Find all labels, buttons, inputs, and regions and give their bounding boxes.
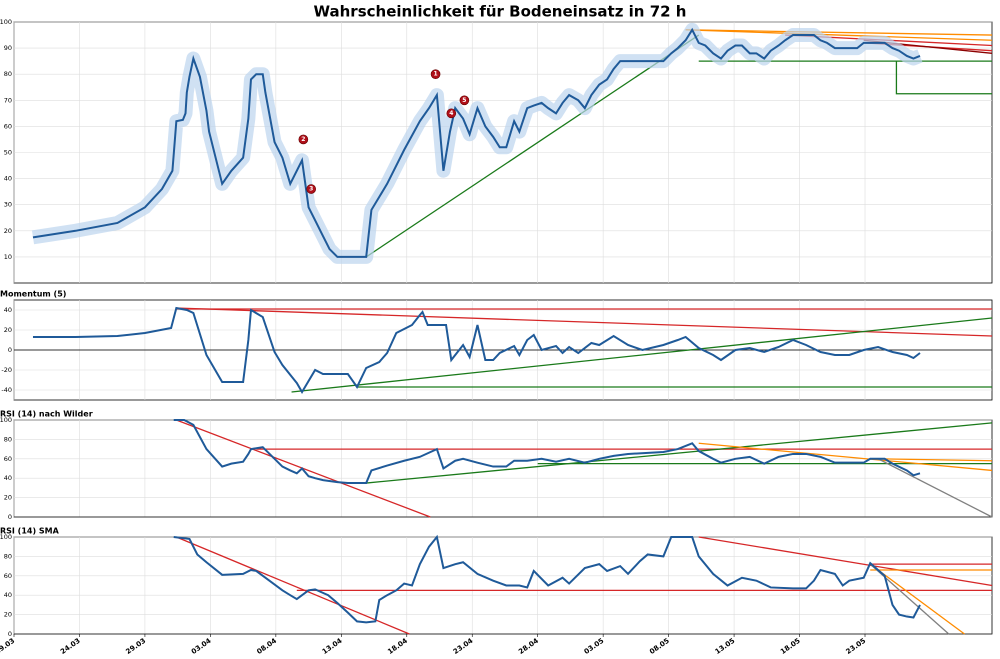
x-tick-label: 13.04 bbox=[321, 637, 344, 656]
plot-area bbox=[13, 419, 993, 518]
annotation-marker bbox=[306, 184, 316, 194]
y-tick-label: 80 bbox=[4, 70, 12, 78]
trend-line bbox=[176, 536, 410, 635]
y-tick-label: 0 bbox=[8, 513, 12, 521]
x-tick-label: 03.05 bbox=[583, 637, 606, 656]
y-tick-label: 40 bbox=[4, 175, 12, 183]
trend-line bbox=[698, 536, 993, 587]
y-tick-label: 100 bbox=[0, 416, 12, 424]
y-tick-label: 70 bbox=[4, 96, 12, 104]
y-tick-label: -40 bbox=[1, 386, 12, 394]
x-tick-label: 03.04 bbox=[190, 637, 213, 656]
data-line bbox=[32, 27, 921, 258]
y-tick-label: 20 bbox=[4, 227, 12, 235]
data-line bbox=[173, 419, 921, 485]
y-tick-label: 40 bbox=[4, 591, 12, 599]
trend-line bbox=[877, 458, 993, 518]
data-line bbox=[32, 306, 921, 394]
trend-line bbox=[366, 422, 993, 484]
data-line bbox=[173, 534, 921, 624]
y-tick-label: -20 bbox=[1, 366, 12, 374]
y-tick-label: 20 bbox=[4, 611, 12, 619]
trend-line bbox=[698, 442, 993, 472]
x-tick-label: 08.05 bbox=[648, 637, 671, 656]
y-tick-label: 10 bbox=[4, 253, 12, 261]
x-tick-label: 29.03 bbox=[124, 637, 147, 656]
trend-line bbox=[685, 29, 993, 36]
y-tick-label: 30 bbox=[4, 201, 12, 209]
y-tick-label: 20 bbox=[4, 326, 12, 334]
chart-title: Wahrscheinlichkeit für Bodeneinsatz in 7… bbox=[314, 3, 687, 21]
plot-area bbox=[13, 536, 993, 635]
y-tick-label: 50 bbox=[4, 149, 12, 157]
y-tick-label: 80 bbox=[4, 435, 12, 443]
trend-line bbox=[869, 563, 965, 635]
panel-title: RSI (14) nach Wilder bbox=[0, 410, 93, 419]
y-tick-label: 60 bbox=[4, 455, 12, 463]
y-tick-label: 100 bbox=[0, 18, 12, 26]
y-tick-label: 40 bbox=[4, 474, 12, 482]
x-tick-label: 13.05 bbox=[714, 637, 737, 656]
trend-line bbox=[878, 458, 993, 462]
x-tick-label: 18.05 bbox=[779, 637, 802, 656]
x-tick-label: 24.03 bbox=[59, 637, 82, 656]
annotation-marker bbox=[430, 69, 441, 79]
y-tick-label: 0 bbox=[8, 346, 12, 354]
y-tick-label: 90 bbox=[4, 44, 12, 52]
y-tick-label: 100 bbox=[0, 533, 12, 541]
annotation-label: 5 bbox=[462, 97, 466, 104]
annotation-marker bbox=[298, 134, 309, 145]
y-tick-label: 60 bbox=[4, 572, 12, 580]
y-tick-label: 80 bbox=[4, 552, 12, 560]
x-tick-label: 23.05 bbox=[845, 637, 868, 656]
trend-line bbox=[176, 307, 993, 337]
trend-line bbox=[895, 61, 992, 95]
y-tick-label: 60 bbox=[4, 122, 12, 130]
x-tick-label: 19.03 bbox=[0, 637, 16, 656]
y-tick-label: 20 bbox=[4, 494, 12, 502]
annotation-marker bbox=[459, 95, 470, 106]
x-tick-label: 23.04 bbox=[452, 637, 475, 656]
x-tick-label: 28.04 bbox=[517, 637, 540, 656]
trend-line bbox=[365, 34, 700, 258]
trend-line bbox=[176, 419, 431, 518]
annotation-label: 2 bbox=[301, 136, 305, 143]
x-tick-label: 18.04 bbox=[386, 637, 409, 656]
y-tick-label: 40 bbox=[4, 306, 12, 314]
x-tick-label: 08.04 bbox=[255, 637, 278, 656]
trend-line bbox=[685, 29, 993, 41]
panel-title: RSI (14) SMA bbox=[0, 527, 60, 536]
annotation-label: 4 bbox=[449, 110, 453, 117]
annotation-label: 3 bbox=[309, 186, 313, 193]
trend-line bbox=[291, 317, 993, 393]
annotation-marker bbox=[446, 108, 457, 119]
y-tick-label: 0 bbox=[8, 630, 12, 638]
panel-title: Momentum (5) bbox=[0, 290, 66, 299]
annotation-label: 1 bbox=[433, 71, 437, 78]
